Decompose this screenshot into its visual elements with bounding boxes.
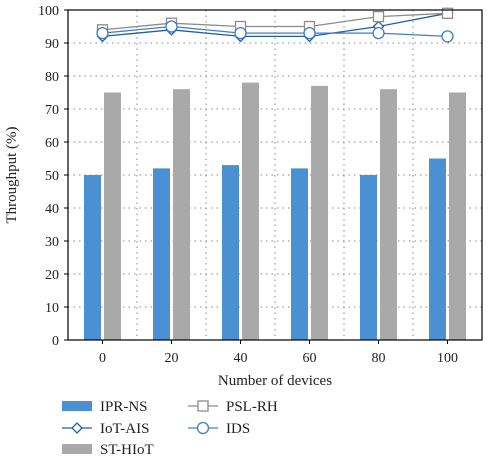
bar-st-hiot-0	[104, 92, 121, 340]
legend-label-ids: IDS	[226, 421, 250, 437]
bar-ipr-ns-20	[153, 168, 170, 340]
legend-marker-ids	[196, 421, 210, 435]
x-tick-label: 40	[234, 351, 248, 366]
point-psl-rh-80	[372, 10, 385, 23]
bar-ipr-ns-100	[429, 158, 446, 340]
point-psl-rh-100	[441, 7, 454, 19]
bar-ipr-ns-0	[84, 175, 101, 340]
bar-ipr-ns-60	[291, 168, 308, 340]
legend-label-psl-rh: PSL-RH	[226, 399, 278, 415]
x-tick-label: 60	[303, 351, 317, 366]
point-ids-20	[165, 20, 178, 33]
y-tick-label: 100	[38, 4, 59, 19]
point-ids-60	[303, 26, 316, 40]
legend-label-iot-ais: IoT-AIS	[100, 421, 149, 437]
y-tick-label: 30	[45, 235, 59, 250]
legend-label-ipr-ns: IPR-NS	[100, 399, 148, 415]
ticks: 0 10 20 30 40 50 60 70 80 90 100 0 20 40 60 80 100	[38, 4, 458, 366]
y-tick-label: 0	[52, 334, 59, 349]
point-ids-0	[96, 26, 109, 40]
bars	[84, 82, 466, 341]
point-ids-80	[372, 26, 385, 40]
y-tick-label: 90	[45, 37, 59, 52]
legend-label-st-hiot: ST-HIoT	[100, 442, 154, 458]
legend-marker-psl-rh	[197, 400, 209, 412]
y-tick-label: 70	[45, 103, 59, 118]
point-ids-40	[234, 26, 247, 40]
bar-st-hiot-80	[380, 89, 397, 340]
bar-st-hiot-100	[449, 92, 466, 340]
bar-st-hiot-20	[173, 89, 190, 340]
bar-ipr-ns-40	[222, 165, 239, 340]
line-ids	[102, 25, 448, 38]
legend-marker-iot-ais	[71, 422, 83, 434]
y-tick-label: 40	[45, 202, 59, 217]
bar-st-hiot-60	[311, 85, 328, 341]
legend-swatch-ipr-ns	[62, 401, 92, 411]
y-tick-label: 80	[45, 70, 59, 85]
x-tick-label: 20	[165, 351, 179, 366]
bar-ipr-ns-80	[360, 175, 377, 340]
legend-swatch-st-hiot	[62, 444, 92, 454]
x-axis-title: Number of devices	[218, 373, 332, 389]
y-tick-label: 60	[45, 136, 59, 151]
x-tick-label: 0	[99, 351, 106, 366]
y-tick-label: 50	[45, 169, 59, 184]
y-tick-label: 20	[45, 268, 59, 283]
bar-st-hiot-40	[242, 82, 259, 340]
line-psl-rh	[102, 12, 448, 31]
x-tick-label: 100	[437, 351, 458, 366]
y-tick-label: 10	[45, 301, 59, 316]
line-iot-ais	[102, 12, 448, 38]
y-axis-title: Throughput (%)	[4, 126, 20, 223]
x-tick-label: 80	[372, 351, 386, 366]
point-ids-100	[441, 30, 454, 43]
lines	[96, 7, 454, 43]
grid-lines	[68, 10, 482, 340]
legend: IPR-NS PSL-RH IoT-AIS IDS ST-HIoT	[62, 399, 278, 458]
